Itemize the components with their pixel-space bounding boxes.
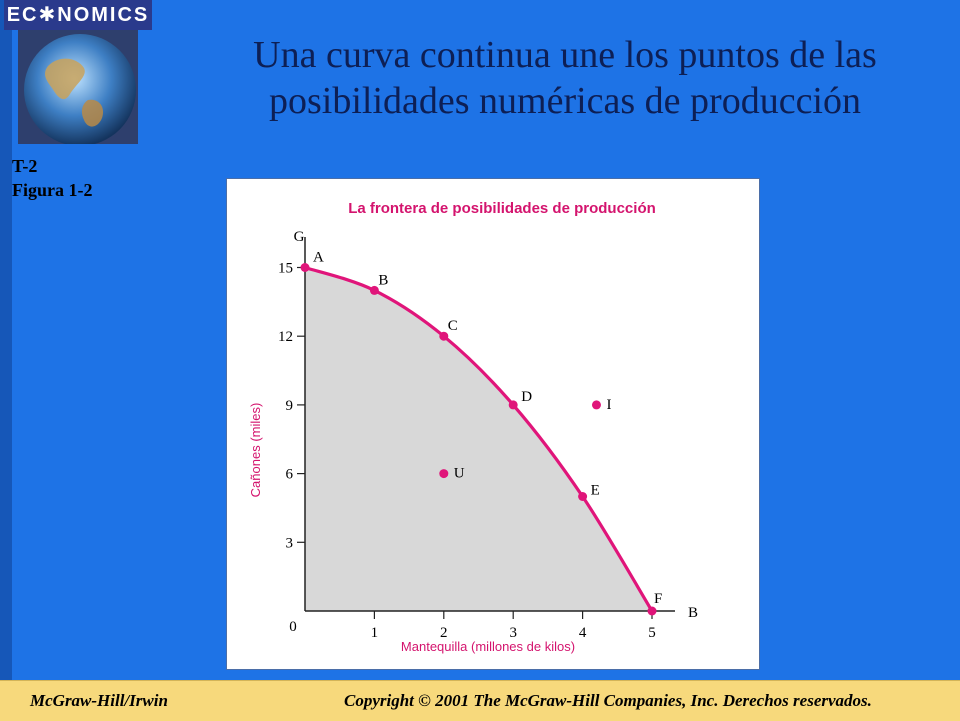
x-axis-name: B	[688, 605, 698, 621]
x-tick-label: 3	[509, 625, 517, 641]
data-point-f	[647, 606, 657, 616]
data-point-e	[578, 492, 588, 501]
y-tick-label: 12	[278, 329, 293, 345]
title-line-1: Una curva continua une los puntos de las	[253, 34, 877, 76]
globe-icon	[18, 14, 138, 144]
title-line-2: posibilidades numéricas de producción	[268, 80, 861, 122]
point-label-d: D	[521, 389, 532, 405]
y-tick-label: 3	[286, 535, 294, 551]
y-tick-label: 15	[278, 261, 293, 277]
chart-title: La frontera de posibilidades de producci…	[348, 200, 656, 217]
point-label-b: B	[378, 272, 388, 288]
footer-publisher: McGraw-Hill/Irwin	[30, 691, 168, 710]
data-point-i	[591, 400, 601, 410]
y-axis-name: G	[294, 229, 305, 245]
ppf-chart: La frontera de posibilidades de producci…	[248, 200, 698, 654]
x-tick-label: 5	[648, 625, 656, 641]
feasible-region	[305, 267, 652, 611]
footer-copyright: Copyright © 2001 The McGraw-Hill Compani…	[344, 691, 872, 710]
y-tick-label: 6	[286, 467, 294, 483]
point-label-c: C	[448, 318, 458, 334]
chart-panel: La frontera de posibilidades de producci…	[226, 178, 760, 670]
tick-label-origin: 0	[289, 619, 297, 635]
x-tick-label: 1	[371, 625, 379, 641]
y-axis-label: Cañones (miles)	[248, 403, 263, 498]
slide-identifier: T-2 Figura 1-2	[12, 154, 93, 202]
slide-number: T-2	[12, 156, 38, 176]
data-point-b	[369, 285, 379, 295]
data-point-a	[300, 263, 310, 272]
x-tick-label: 4	[579, 625, 587, 641]
point-label-a: A	[313, 250, 324, 266]
y-tick-label: 9	[286, 398, 294, 414]
left-strip	[0, 0, 12, 720]
data-point-u	[439, 469, 449, 479]
point-label-i: I	[606, 397, 611, 413]
point-label-u: U	[454, 466, 465, 482]
x-axis-label: Mantequilla (millones de kilos)	[401, 639, 575, 654]
point-label-f: F	[654, 591, 662, 607]
data-point-d	[508, 400, 518, 410]
footer: McGraw-Hill/Irwin Copyright © 2001 The M…	[0, 680, 960, 721]
x-tick-label: 2	[440, 625, 448, 641]
data-point-c	[439, 331, 449, 341]
figure-number: Figura 1-2	[12, 180, 93, 200]
economics-logo: EC✱NOMICS	[4, 0, 152, 146]
point-label-e: E	[591, 483, 600, 499]
logo-text: EC✱NOMICS	[4, 0, 152, 30]
slide-title: Una curva continua une los puntos de las…	[170, 32, 960, 124]
